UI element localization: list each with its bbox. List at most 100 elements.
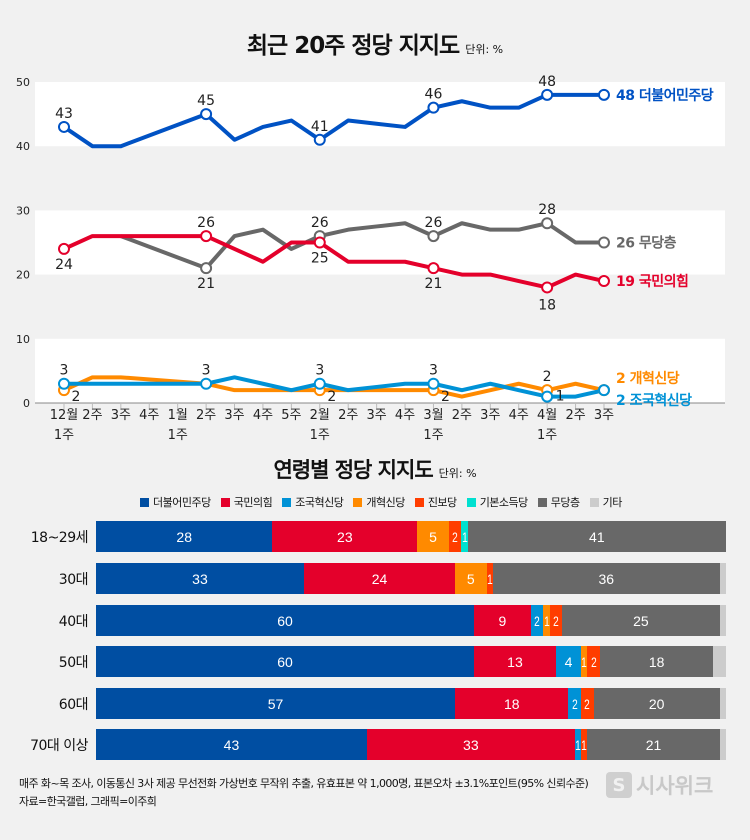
data-label-rebuild: 3 [315, 363, 324, 379]
footer-notes: 매주 화~목 조사, 이동통신 3사 제공 무선전화 가상번호 무작위 추출, … [19, 775, 589, 811]
bar-value-label: 60 [277, 653, 293, 670]
data-label-rebuild: 1 [556, 389, 565, 405]
bar-segment-ppp: 18 [455, 688, 569, 719]
bar-value-label: 2 [553, 612, 559, 629]
legend-label: 기본소득당 [479, 496, 529, 509]
data-point-rebuild [58, 377, 70, 390]
legend-label: 더불어민주당 [153, 496, 211, 509]
end-label-rebuild: 2 조국혁신당 [616, 392, 692, 409]
bar-value-label: 5 [429, 528, 437, 545]
x-tick-label: 1주 [168, 428, 188, 443]
bar-segment-ppp: 23 [272, 521, 418, 552]
bar-segment-basic_income: 1 [461, 521, 468, 552]
data-point-ppp [313, 236, 326, 249]
bar-row: 33 24 5 1 36 [96, 563, 726, 594]
bar-segment-reform: 5 [417, 521, 449, 552]
bar-segment-reform: 5 [455, 563, 487, 594]
plot-band [35, 338, 725, 403]
legend-item-other: 기타 [589, 494, 622, 510]
data-label-ppp: 26 [197, 215, 215, 231]
data-label-none: 26 [311, 215, 329, 231]
x-tick-label: 2주 [338, 408, 358, 423]
row-label: 40대 [58, 614, 89, 630]
legend-swatch [353, 497, 363, 507]
bar-value-label: 21 [645, 736, 662, 753]
data-point-ppp [597, 275, 610, 288]
bar-segment-ppp: 13 [474, 646, 556, 677]
legend-item-ppp: 국민의힘 [220, 494, 273, 510]
bar-segment-other [719, 688, 726, 719]
data-label-none: 26 [425, 215, 443, 231]
x-tick-label: 4주 [253, 408, 273, 423]
bar-segment-minjoo: 60 [96, 605, 474, 636]
plot-band [35, 210, 725, 275]
x-tick-label: 1주 [310, 428, 330, 443]
legend-item-none: 무당층 [537, 494, 580, 510]
bar-value-label: 41 [589, 528, 605, 545]
data-point-none [541, 217, 554, 230]
series-line-none [120, 221, 604, 271]
bar-value-label: 57 [267, 695, 284, 712]
bar-row: 60 13 4 1 2 18 [96, 646, 726, 677]
bar-value-label: 2 [534, 612, 540, 629]
bar-segment-rebuild: 2 [568, 688, 582, 719]
bar-value-label: 2 [571, 695, 578, 712]
bar-value-label: 1 [543, 612, 550, 629]
legend-item-rebuild: 조국혁신당 [282, 494, 344, 510]
bar-row: 43 33 1 1 21 [96, 729, 726, 760]
y-tick-label: 50 [16, 76, 30, 89]
row-label: 30대 [58, 572, 89, 588]
bar-segment-minjoo: 60 [96, 646, 474, 677]
legend-label: 무당층 [550, 496, 580, 509]
legend-label: 진보당 [427, 496, 457, 509]
bar-segment-progressive: 2 [448, 521, 462, 552]
bar-segment-rebuild: 2 [530, 605, 544, 636]
bar-segment-minjoo: 33 [96, 563, 304, 594]
legend-label: 개혁신당 [366, 496, 405, 509]
series-line-minjoo [62, 92, 604, 149]
row-label: 18~29세 [30, 530, 89, 546]
bar-segment-none: 18 [599, 646, 714, 677]
legend-item-minjoo: 더불어민주당 [140, 494, 211, 510]
data-point-minjoo [427, 101, 440, 114]
legend-item-progressive: 진보당 [414, 494, 457, 510]
bar-segment-progressive: 2 [581, 688, 594, 719]
x-tick-label: 1주 [423, 428, 443, 443]
data-point-minjoo [541, 88, 554, 101]
row-label: 70대 이상 [30, 738, 88, 754]
line-chart-title-text: 최근 20주 정당 지지도 [246, 33, 460, 59]
bar-segment-minjoo: 28 [96, 521, 273, 552]
legend-swatch [537, 497, 547, 507]
bar-value-label: 36 [598, 570, 615, 587]
data-point-minjoo [313, 133, 326, 146]
data-label-minjoo: 46 [425, 87, 443, 103]
data-point-rebuild [541, 390, 554, 403]
line-chart-unit: 단위: % [465, 43, 504, 56]
x-tick-label: 2주 [196, 408, 216, 423]
bar-segment-none: 20 [593, 688, 720, 719]
bar-value-label: 1 [461, 528, 468, 545]
bar-value-label: 23 [337, 528, 353, 545]
bar-value-label: 18 [648, 653, 665, 670]
bar-segment-other [719, 605, 726, 636]
x-tick-label: 4주 [395, 408, 415, 423]
data-point-minjoo [200, 108, 213, 121]
row-label: 60대 [58, 697, 89, 713]
data-label-ppp: 25 [311, 251, 329, 267]
x-tick-label: 12월 [50, 408, 79, 423]
bar-value-label: 24 [371, 570, 388, 587]
bar-segment-minjoo: 57 [96, 688, 456, 719]
x-tick-label: 4주 [509, 408, 529, 423]
bar-segment-none: 36 [492, 563, 720, 594]
y-tick-label: 40 [16, 140, 30, 153]
data-label-minjoo: 43 [55, 106, 73, 122]
data-label-minjoo: 45 [197, 93, 215, 109]
bar-chart-unit: 단위: % [438, 467, 477, 480]
bar-value-label: 33 [192, 570, 208, 587]
bar-value-label: 2 [590, 653, 597, 670]
x-tick-label: 1월 [168, 408, 188, 423]
data-point-rebuild [313, 377, 326, 390]
bar-value-label: 60 [277, 612, 293, 629]
bar-segment-none: 21 [587, 729, 720, 760]
bar-segment-ppp: 33 [366, 729, 575, 760]
